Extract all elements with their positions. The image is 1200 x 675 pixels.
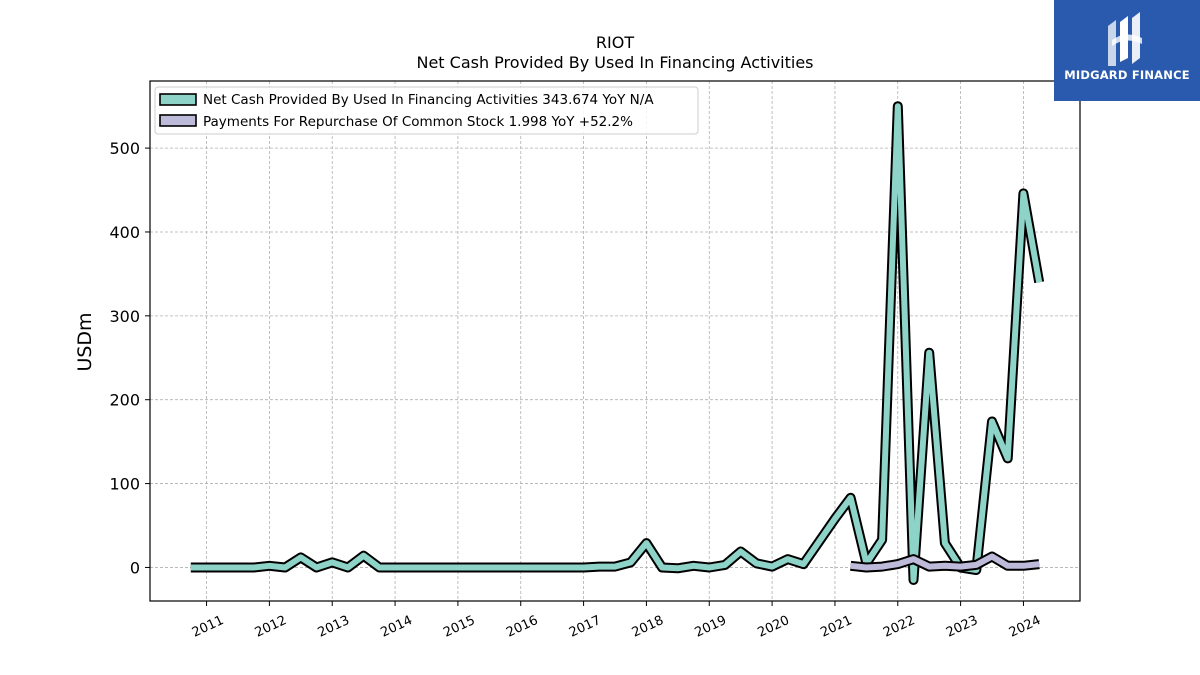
chart-title: RIOT — [596, 33, 634, 52]
x-tick-label: 2016 — [504, 613, 540, 641]
y-axis-label: USDm — [74, 312, 96, 371]
midgard-finance-logo: MIDGARD FINANCE — [1054, 0, 1200, 101]
y-tick-label: 500 — [109, 139, 140, 158]
plot-frame — [149, 80, 1081, 602]
series-layer — [190, 101, 1045, 585]
logo-mark-icon — [1108, 12, 1142, 66]
legend-swatch-net-cash — [159, 93, 197, 106]
x-tick-label: 2017 — [567, 613, 603, 641]
y-tick-label: 400 — [109, 223, 140, 242]
x-tick-label: 2024 — [1007, 613, 1043, 641]
x-tick-label: 2021 — [818, 613, 854, 641]
y-tick-label: 100 — [109, 475, 140, 494]
y-tick-label: 300 — [109, 307, 140, 326]
x-tick-label: 2022 — [881, 613, 917, 641]
x-tick-label: 2012 — [253, 613, 289, 641]
legend-label-repurchase: Payments For Repurchase Of Common Stock … — [203, 114, 633, 130]
x-tick-label: 2020 — [755, 613, 791, 641]
chart-subtitle: Net Cash Provided By Used In Financing A… — [416, 53, 813, 72]
x-tick-label: 2023 — [944, 613, 980, 641]
y-tick-label: 200 — [109, 391, 140, 410]
x-tick-label: 2019 — [693, 613, 729, 641]
x-tick-label: 2011 — [190, 613, 226, 641]
logo-text: MIDGARD FINANCE — [1064, 68, 1190, 82]
x-tick-label: 2015 — [441, 613, 477, 641]
x-tick-label: 2014 — [378, 613, 414, 641]
legend-swatch-repurchase — [159, 114, 197, 127]
series-line-0 — [190, 103, 1043, 583]
legend-box — [154, 86, 699, 135]
x-tick-label: 2018 — [630, 613, 666, 641]
x-tick-label: 2013 — [316, 613, 352, 641]
legend-label-net-cash: Net Cash Provided By Used In Financing A… — [203, 92, 654, 108]
legend: Net Cash Provided By Used In Financing A… — [154, 86, 699, 135]
y-tick-label: 0 — [130, 558, 140, 577]
series-line-1 — [850, 553, 1040, 571]
